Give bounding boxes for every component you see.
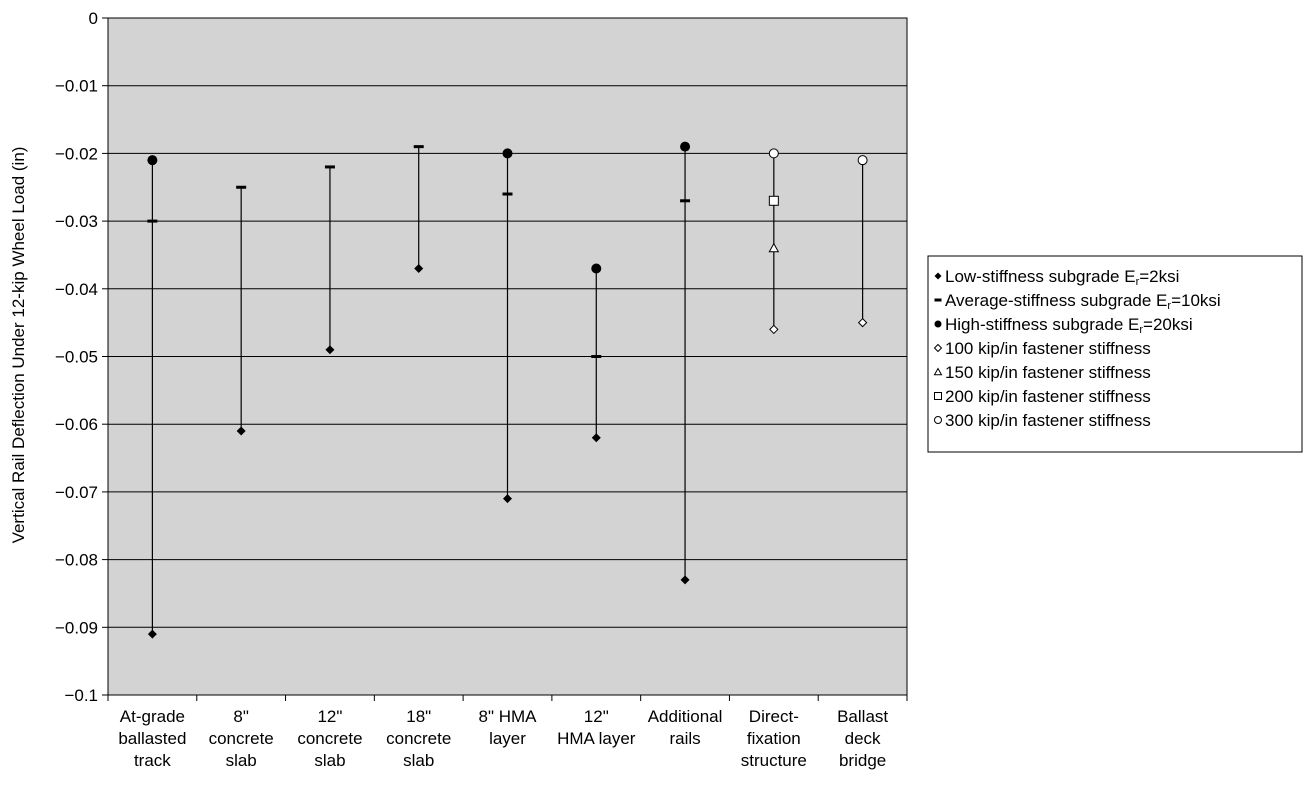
data-point-dash (236, 185, 247, 189)
data-point-circle-open (857, 155, 868, 166)
legend-entry: High-stiffness subgrade Er=20ksi (945, 315, 1193, 336)
y-tick-label: −0.06 (55, 415, 98, 434)
x-tick-label: Ballast deck bridge (837, 707, 888, 770)
y-tick-label: −0.01 (55, 77, 98, 96)
y-tick-label: 0 (89, 9, 98, 28)
legend-marker-square-open (934, 392, 942, 400)
data-point-square-open (768, 195, 779, 206)
x-tick-label: 18" concrete slab (386, 707, 451, 770)
y-tick-label: −0.04 (55, 280, 98, 299)
data-point-dash (591, 355, 602, 358)
data-point-dash (147, 219, 158, 223)
x-tick-label: 8" HMA layer (479, 707, 538, 748)
legend: Low-stiffness subgrade Er=2ksi Average-st… (927, 255, 1303, 453)
data-point-diamond-filled (503, 494, 512, 504)
legend-entry: 300 kip/in fastener stiffness (945, 411, 1151, 430)
data-point-dash (502, 192, 513, 196)
legend-marker-diamond-filled (934, 272, 942, 280)
data-point-circle-open (768, 148, 779, 159)
data-point-circle-filled (147, 155, 158, 166)
y-tick-label: −0.05 (55, 348, 98, 367)
data-point-diamond-open (857, 317, 868, 328)
legend-marker-circle-open (934, 416, 942, 424)
x-tick-label: 12" HMA layer (557, 707, 636, 748)
data-point-diamond-filled (414, 263, 424, 273)
x-tick-label: Additional rails (648, 707, 723, 748)
legend-marker-triangle-open (933, 367, 943, 376)
legend-marker-circle-filled (934, 320, 942, 328)
y-tick-label: −0.09 (55, 618, 98, 637)
legend-entry: Average-stiffness subgrade Er=10ksi (945, 291, 1221, 312)
data-point-diamond-filled (591, 433, 601, 443)
data-point-diamond-open (769, 324, 779, 335)
data-point-triangle-open (768, 242, 780, 253)
y-tick-label: −0.07 (55, 483, 98, 502)
y-tick-label: −0.1 (64, 686, 98, 705)
x-tick-label: 8" concrete slab (209, 707, 274, 770)
data-point-dash (680, 199, 691, 203)
legend-entry: 100 kip/in fastener stiffness (945, 339, 1151, 358)
x-axis: At-grade ballasted track 8" concrete slab 12" c… (107, 695, 908, 770)
legend-marker-diamond-open (933, 343, 943, 353)
legend-marker-dash (934, 298, 942, 302)
y-tick-label: −0.02 (55, 144, 98, 163)
data-point-circle-filled (680, 141, 691, 152)
y-axis: 0 −0.01 −0.02 −0.03 −0.04 −0.05 −0.06 −0.07 −0.0… (55, 9, 108, 705)
data-point-circle-filled (502, 148, 513, 159)
y-tick-label: −0.03 (55, 212, 98, 231)
data-point-diamond-filled (325, 345, 335, 355)
data-point-diamond-filled (236, 426, 246, 436)
legend-entry: 150 kip/in fastener stiffness (945, 363, 1151, 382)
markers (147, 141, 868, 639)
data-point-diamond-filled (680, 575, 690, 585)
data-point-dash (413, 145, 424, 149)
legend-entry: 200 kip/in fastener stiffness (945, 387, 1151, 406)
data-point-diamond-filled (147, 629, 157, 639)
y-tick-label: −0.08 (55, 551, 98, 570)
x-tick-label: At-grade ballasted track (118, 707, 186, 770)
x-tick-label: 12" concrete slab (297, 707, 362, 770)
data-point-dash (324, 165, 335, 169)
y-axis-title: Vertical Rail Deflection Under 12-kip Wh… (9, 147, 28, 544)
legend-entry: Low-stiffness subgrade Er=2ksi (945, 267, 1179, 288)
range-lines (151, 146, 864, 635)
x-tick-label: Direct-fixation structure (741, 707, 807, 770)
legend-box (927, 255, 1303, 453)
data-point-circle-filled (591, 263, 602, 274)
